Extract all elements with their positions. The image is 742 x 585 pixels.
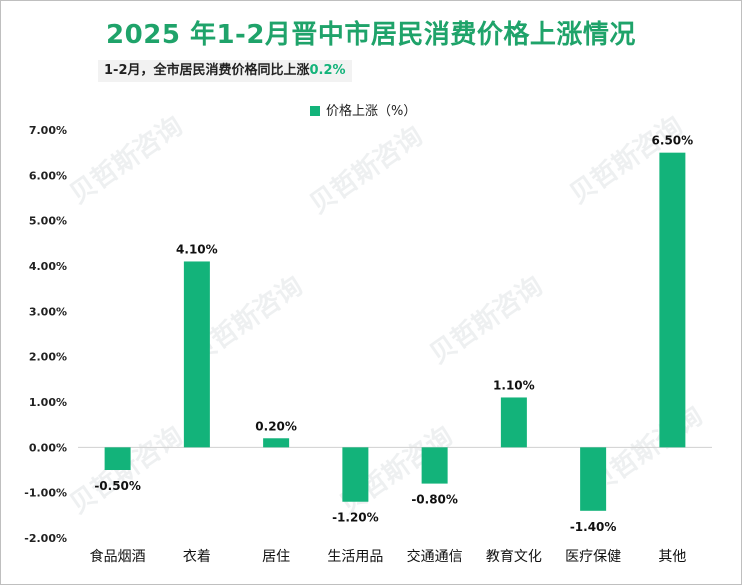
bar	[421, 447, 448, 484]
legend-label: 价格上涨（%）	[326, 104, 417, 119]
data-label: -0.80%	[411, 493, 458, 507]
category-label: 生活用品	[327, 549, 383, 565]
data-label: -1.40%	[570, 520, 617, 534]
category-label: 医疗保健	[565, 549, 621, 565]
bar	[500, 397, 527, 448]
data-label: -1.20%	[332, 511, 379, 525]
subtitle-banner: 1-2月，全市居民消费价格同比上涨0.2%	[98, 60, 352, 82]
bar	[263, 438, 290, 448]
category-label: 衣着	[183, 549, 211, 565]
y-tick-label: 1.00%	[29, 396, 67, 409]
data-label: 1.10%	[493, 378, 535, 392]
bar	[659, 152, 686, 448]
bar	[342, 447, 369, 502]
bar	[580, 447, 607, 511]
data-label: 6.50%	[652, 134, 694, 148]
y-tick-label: 0.00%	[29, 441, 67, 454]
y-tick-label: -2.00%	[24, 532, 67, 545]
legend-swatch	[310, 106, 320, 116]
data-label: 0.20%	[255, 419, 297, 433]
y-tick-label: 4.00%	[29, 260, 67, 273]
data-label: 4.10%	[176, 242, 218, 256]
data-label: -0.50%	[94, 479, 141, 493]
legend: 价格上涨（%）	[310, 100, 416, 119]
category-label: 居住	[262, 549, 290, 565]
bar	[183, 261, 210, 448]
y-tick-label: 3.00%	[29, 305, 67, 318]
category-label: 交通通信	[407, 548, 463, 565]
y-tick-label: -1.00%	[24, 487, 67, 500]
category-label: 其他	[658, 549, 686, 565]
category-label: 食品烟酒	[90, 548, 146, 565]
y-tick-label: 6.00%	[29, 169, 67, 182]
category-label: 教育文化	[486, 549, 542, 565]
y-tick-label: 2.00%	[29, 351, 67, 364]
subtitle-text: 1-2月，全市居民消费价格同比上涨	[104, 63, 310, 78]
chart-title: 2025 年1-2月晋中市居民消费价格上涨情况	[106, 20, 636, 50]
bar	[104, 447, 131, 470]
y-tick-label: 5.00%	[29, 215, 67, 228]
subtitle-highlight: 0.2%	[309, 63, 346, 78]
y-tick-label: 7.00%	[29, 124, 67, 137]
